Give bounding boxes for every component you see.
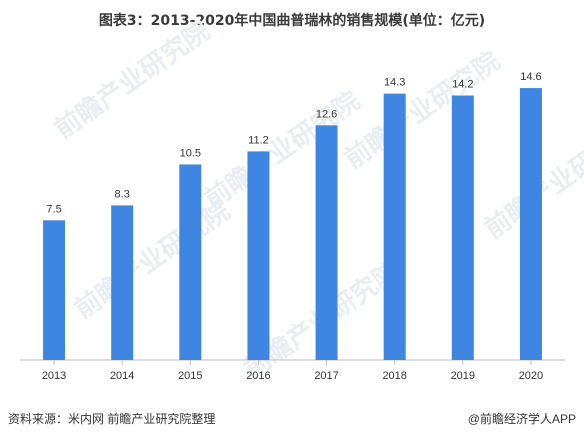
data-label: 11.2	[248, 134, 269, 146]
x-tick-label: 2015	[178, 370, 202, 382]
data-label: 14.2	[452, 79, 473, 91]
bar	[315, 125, 338, 360]
x-tick-label: 2018	[382, 370, 406, 382]
bar	[383, 93, 406, 360]
x-tick-label: 2016	[246, 370, 270, 382]
source-note: 资料来源：米内网 前瞻产业研究院整理	[8, 412, 216, 426]
x-tick-label: 2019	[451, 370, 475, 382]
bar	[111, 205, 134, 360]
bar	[519, 88, 542, 360]
data-label: 12.6	[316, 108, 337, 120]
data-label: 10.5	[180, 147, 201, 159]
data-label: 7.5	[46, 203, 61, 215]
bar	[179, 164, 202, 360]
x-tick-label: 2020	[519, 370, 543, 382]
x-tick-label: 2013	[42, 370, 66, 382]
data-label: 14.3	[384, 77, 405, 89]
bar	[247, 151, 270, 360]
x-tick-label: 2014	[110, 370, 134, 382]
brand-credit: @前瞻经济学人APP	[467, 412, 576, 426]
x-tick-label: 2017	[314, 370, 338, 382]
data-label: 8.3	[115, 188, 130, 200]
bar	[43, 220, 66, 360]
data-label: 14.6	[520, 71, 541, 83]
bar	[451, 95, 474, 361]
chart-title: 图表3：2013-2020年中国曲普瑞林的销售规模(单位：亿元)	[98, 13, 486, 29]
